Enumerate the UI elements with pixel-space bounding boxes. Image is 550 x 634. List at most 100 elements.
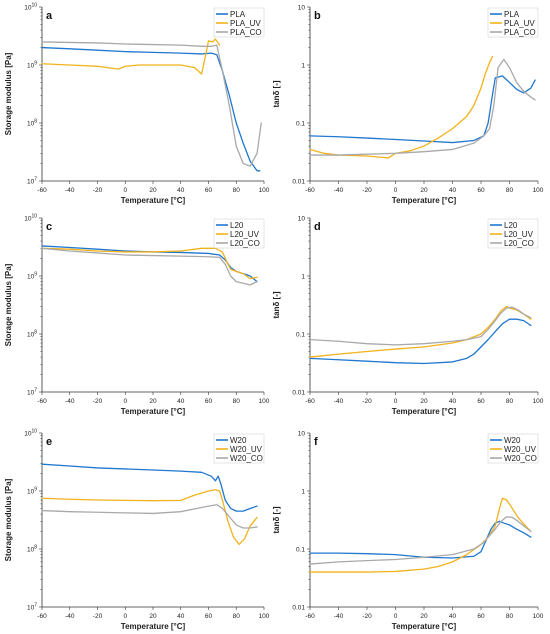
series-line-w20-co [309, 516, 532, 565]
x-axis-title: Temperature [°C] [121, 196, 186, 205]
panel-e: -60 -40 -20 0 20 40 60 80 100 107 108 109 1010 Temper… [4, 429, 270, 632]
x-tick-label: 80 [506, 398, 514, 405]
y-axis-title: tanδ [-] [272, 80, 281, 107]
x-tick-label: -40 [334, 613, 344, 620]
x-axis-title: Temperature [°C] [392, 196, 457, 205]
x-tick-label: 40 [177, 187, 185, 194]
x-tick-label: 60 [477, 613, 485, 620]
x-tick-label: 60 [205, 613, 213, 620]
x-tick-label: -20 [362, 187, 372, 194]
series-line-pla-uv [41, 38, 221, 75]
x-tick-label: 60 [477, 398, 485, 405]
y-axis-title: tanδ [-] [272, 291, 281, 318]
x-tick-label: -60 [37, 187, 47, 194]
series-line-pla [309, 75, 536, 144]
series-line-l20-uv [309, 305, 532, 358]
series-line-pla-co [309, 58, 536, 156]
panel-letter: f [314, 436, 318, 448]
x-tick-label: -20 [362, 398, 372, 405]
legend-label: L20 [230, 221, 244, 230]
x-axis-title: Temperature [°C] [392, 622, 457, 631]
x-tick-label: -20 [93, 613, 103, 620]
series-line-w20-uv [41, 489, 258, 546]
legend-label: PLA_UV [504, 19, 535, 28]
y-tick-label: 108 [27, 545, 37, 554]
x-tick-label: 60 [205, 187, 213, 194]
y-tick-label: 0.01 [292, 179, 305, 186]
x-tick-label: 0 [123, 398, 127, 405]
series-line-w20-uv [309, 497, 532, 573]
panel-a: -60 -40 -20 0 20 40 60 80 100 107 108 109 1010 Temper… [4, 3, 270, 206]
y-tick-label: 1 [301, 489, 305, 496]
x-tick-label: 0 [394, 613, 398, 620]
x-tick-label: 40 [449, 613, 457, 620]
series-line-l20-co [309, 306, 532, 346]
x-tick-label: 80 [233, 398, 241, 405]
x-tick-label: -60 [37, 398, 47, 405]
y-tick-label: 109 [27, 272, 37, 281]
legend-label: PLA_CO [504, 28, 536, 37]
x-tick-label: 100 [533, 187, 544, 194]
series-line-l20 [309, 318, 532, 365]
x-tick-label: 0 [394, 187, 398, 194]
legend-label: L20 [504, 221, 518, 230]
x-tick-label: 100 [533, 613, 544, 620]
x-tick-label: 100 [259, 398, 270, 405]
legend-label: PLA [230, 10, 246, 19]
y-tick-label: 107 [27, 177, 37, 186]
y-tick-label: 107 [27, 603, 37, 612]
x-tick-label: 40 [177, 398, 185, 405]
legend-label: W20_CO [230, 454, 263, 463]
x-tick-label: 20 [420, 613, 428, 620]
x-axis-title: Temperature [°C] [392, 407, 457, 416]
x-tick-label: -60 [37, 613, 47, 620]
panel-f: -60 -40 -20 0 20 40 60 80 100 0.01 0.1 1 10 Temperatu… [272, 431, 544, 632]
x-tick-label: -40 [334, 187, 344, 194]
x-tick-label: -60 [305, 398, 315, 405]
x-tick-label: 0 [394, 398, 398, 405]
series-line-w20-co [41, 504, 258, 529]
x-tick-label: 100 [259, 187, 270, 194]
y-tick-label: 0.1 [296, 332, 305, 339]
x-tick-label: 100 [259, 613, 270, 620]
y-tick-label: 10 [298, 431, 306, 438]
x-tick-label: 40 [449, 398, 457, 405]
x-tick-label: 100 [533, 398, 544, 405]
panel-letter: e [46, 436, 52, 448]
y-tick-label: 108 [27, 119, 37, 128]
y-tick-label: 10 [298, 216, 306, 223]
x-tick-label: 60 [477, 187, 485, 194]
y-tick-label: 107 [27, 388, 37, 397]
x-axis-title: Temperature [°C] [121, 622, 186, 631]
panel-letter: b [314, 10, 321, 22]
legend-label: W20 [230, 436, 247, 445]
legend-label: W20 [504, 436, 521, 445]
y-tick-label: 10 [298, 5, 306, 12]
legend-label: L20_UV [230, 230, 260, 239]
y-tick-label: 109 [27, 61, 37, 70]
y-tick-label: 1 [301, 63, 305, 70]
x-tick-label: -40 [334, 398, 344, 405]
y-tick-label: 0.1 [296, 547, 305, 554]
legend-label: PLA [504, 10, 520, 19]
panel-letter: c [46, 221, 52, 233]
legend-label: W20_UV [230, 445, 263, 454]
x-tick-label: 20 [149, 613, 157, 620]
x-tick-label: 40 [449, 187, 457, 194]
y-tick-label: 1 [301, 274, 305, 281]
x-tick-label: 20 [420, 187, 428, 194]
legend-label: L20_CO [504, 239, 534, 248]
x-tick-label: -60 [305, 613, 315, 620]
legend-label: W20_CO [504, 454, 537, 463]
x-tick-label: 20 [149, 398, 157, 405]
x-axis-title: Temperature [°C] [121, 407, 186, 416]
x-tick-label: 0 [123, 187, 127, 194]
x-tick-label: 20 [149, 187, 157, 194]
x-tick-label: 20 [420, 398, 428, 405]
x-tick-label: 80 [233, 187, 241, 194]
x-tick-label: -20 [93, 398, 103, 405]
series-line-pla-uv [309, 55, 494, 159]
x-tick-label: 80 [233, 613, 241, 620]
legend-label: L20_CO [230, 239, 260, 248]
